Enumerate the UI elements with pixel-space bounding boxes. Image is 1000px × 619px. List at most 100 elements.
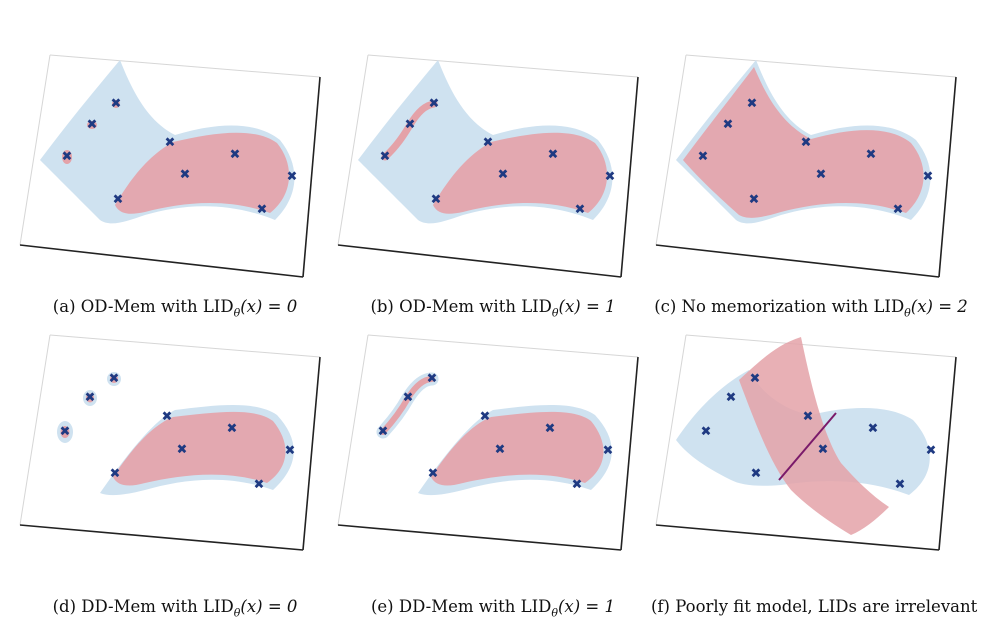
x-marker: ✖ <box>165 136 176 151</box>
data-markers: ✖ ✖ ✖ ✖ ✖ ✖ ✖ ✖ ✖ <box>62 97 298 218</box>
axes-lines <box>655 76 957 278</box>
x-marker: ✖ <box>868 422 879 437</box>
axes-lines <box>337 76 639 278</box>
x-marker: ✖ <box>548 148 559 163</box>
panel-d-plot: ✖ ✖ ✖ ✖ ✖ ✖ ✖ ✖ ✖ <box>19 334 321 551</box>
x-marker: ✖ <box>747 97 758 112</box>
axes-lines <box>337 356 639 551</box>
x-marker: ✖ <box>698 150 709 165</box>
caption-text: (d) DD-Mem with LID <box>52 597 234 616</box>
x-marker: ✖ <box>111 97 122 112</box>
x-marker: ✖ <box>701 425 712 440</box>
caption-arg: (x) <box>558 597 581 616</box>
x-marker: ✖ <box>285 444 296 459</box>
x-marker: ✖ <box>113 193 124 208</box>
x-marker: ✖ <box>816 168 827 183</box>
model-manifold <box>433 132 608 214</box>
x-marker: ✖ <box>480 410 491 425</box>
x-marker: ✖ <box>801 136 812 151</box>
point-blob <box>86 393 94 403</box>
caption-text: (b) OD-Mem with LID <box>370 297 552 316</box>
x-marker: ✖ <box>380 150 391 165</box>
panel-b-plot: ✖ ✖ ✖ ✖ ✖ ✖ ✖ ✖ ✖ <box>337 54 639 278</box>
x-marker: ✖ <box>605 170 616 185</box>
x-marker: ✖ <box>498 168 509 183</box>
intersection-line <box>778 412 837 481</box>
x-marker: ✖ <box>403 391 414 406</box>
x-marker: ✖ <box>749 193 760 208</box>
x-marker: ✖ <box>378 425 389 440</box>
x-marker: ✖ <box>723 118 734 133</box>
axes-lines <box>19 76 321 278</box>
panel-c-plot: ✖ ✖ ✖ ✖ ✖ ✖ ✖ ✖ ✖ <box>655 54 957 278</box>
axes-lines <box>19 356 321 551</box>
caption-text: (a) OD-Mem with LID <box>52 297 234 316</box>
model-manifold <box>683 67 924 218</box>
model-manifold <box>115 132 290 214</box>
x-marker: ✖ <box>895 478 906 493</box>
data-markers: ✖ ✖ ✖ ✖ ✖ ✖ ✖ ✖ ✖ <box>60 372 296 493</box>
x-marker: ✖ <box>180 168 191 183</box>
x-marker: ✖ <box>85 391 96 406</box>
caption-value: = 0 <box>262 297 298 316</box>
caption-text: (e) DD-Mem with LID <box>370 597 552 616</box>
x-marker: ✖ <box>109 372 120 387</box>
x-marker: ✖ <box>866 148 877 163</box>
x-marker: ✖ <box>926 444 937 459</box>
point-blob <box>62 150 72 164</box>
panel-f-plot: ✖ ✖ ✖ ✖ ✖ ✖ ✖ ✖ ✖ <box>655 334 957 551</box>
data-markers: ✖ ✖ ✖ ✖ ✖ ✖ ✖ ✖ ✖ <box>698 97 934 218</box>
x-marker: ✖ <box>803 410 814 425</box>
x-marker: ✖ <box>428 467 439 482</box>
x-marker: ✖ <box>572 478 583 493</box>
x-marker: ✖ <box>87 118 98 133</box>
data-markers: ✖ ✖ ✖ ✖ ✖ ✖ ✖ ✖ ✖ <box>701 372 937 493</box>
caption-e: (e) DD-Mem with LIDθ(x) = 1 <box>333 597 653 619</box>
x-marker: ✖ <box>427 372 438 387</box>
x-marker: ✖ <box>893 203 904 218</box>
x-marker: ✖ <box>750 372 761 387</box>
panel-d: ✖ ✖ ✖ ✖ ✖ ✖ ✖ ✖ ✖ (d) DD-Mem with LIDθ(x… <box>15 315 335 619</box>
caption-value: = 1 <box>580 597 616 616</box>
panel-f: ✖ ✖ ✖ ✖ ✖ ✖ ✖ ✖ ✖ (f) Poorly fit model, … <box>651 315 977 616</box>
x-marker: ✖ <box>429 97 440 112</box>
x-marker: ✖ <box>230 148 241 163</box>
x-marker: ✖ <box>177 443 188 458</box>
caption-subscript: θ <box>551 306 559 320</box>
x-marker: ✖ <box>575 203 586 218</box>
x-marker: ✖ <box>495 443 506 458</box>
x-marker: ✖ <box>751 467 762 482</box>
model-manifold <box>113 411 286 486</box>
data-markers: ✖ ✖ ✖ ✖ ✖ ✖ ✖ ✖ ✖ <box>380 97 616 218</box>
caption-c: (c) No memorization with LIDθ(x) = 2 <box>651 297 971 319</box>
x-marker: ✖ <box>818 443 829 458</box>
panel-e-plot: ✖ ✖ ✖ ✖ ✖ ✖ ✖ ✖ ✖ <box>337 334 639 551</box>
panel-e: ✖ ✖ ✖ ✖ ✖ ✖ ✖ ✖ ✖ (e) DD-Mem with LIDθ(x… <box>333 315 653 619</box>
caption-a: (a) OD-Mem with LIDθ(x) = 0 <box>15 297 335 319</box>
point-blob <box>110 375 118 383</box>
model-manifold <box>431 411 604 486</box>
panel-a: ✖ ✖ ✖ ✖ ✖ ✖ ✖ ✖ ✖ (a) OD-Mem with LIDθ(x… <box>15 15 335 319</box>
x-marker: ✖ <box>62 150 73 165</box>
x-marker: ✖ <box>405 118 416 133</box>
panel-a-plot: ✖ ✖ ✖ ✖ ✖ ✖ ✖ ✖ ✖ <box>19 54 321 278</box>
caption-arg: (x) <box>910 297 933 316</box>
panel-c: ✖ ✖ ✖ ✖ ✖ ✖ ✖ ✖ ✖ (c) No memorization wi… <box>651 15 971 319</box>
caption-value: = 0 <box>262 597 298 616</box>
caption-d: (d) DD-Mem with LIDθ(x) = 0 <box>15 597 335 619</box>
caption-subscript: θ <box>233 306 241 320</box>
point-blob <box>60 426 70 438</box>
x-marker: ✖ <box>923 170 934 185</box>
x-marker: ✖ <box>110 467 121 482</box>
x-marker: ✖ <box>257 203 268 218</box>
caption-text: (c) No memorization with LID <box>654 297 905 316</box>
memorized-curve <box>381 100 438 161</box>
x-marker: ✖ <box>726 391 737 406</box>
caption-f: (f) Poorly fit model, LIDs are irrelevan… <box>651 597 977 619</box>
caption-value: = 1 <box>580 297 616 316</box>
caption-arg: (x) <box>240 297 263 316</box>
x-marker: ✖ <box>60 425 71 440</box>
x-marker: ✖ <box>431 193 442 208</box>
panel-b: ✖ ✖ ✖ ✖ ✖ ✖ ✖ ✖ ✖ (b) OD-Mem with LIDθ(x… <box>333 15 653 319</box>
caption-arg: (x) <box>240 597 263 616</box>
